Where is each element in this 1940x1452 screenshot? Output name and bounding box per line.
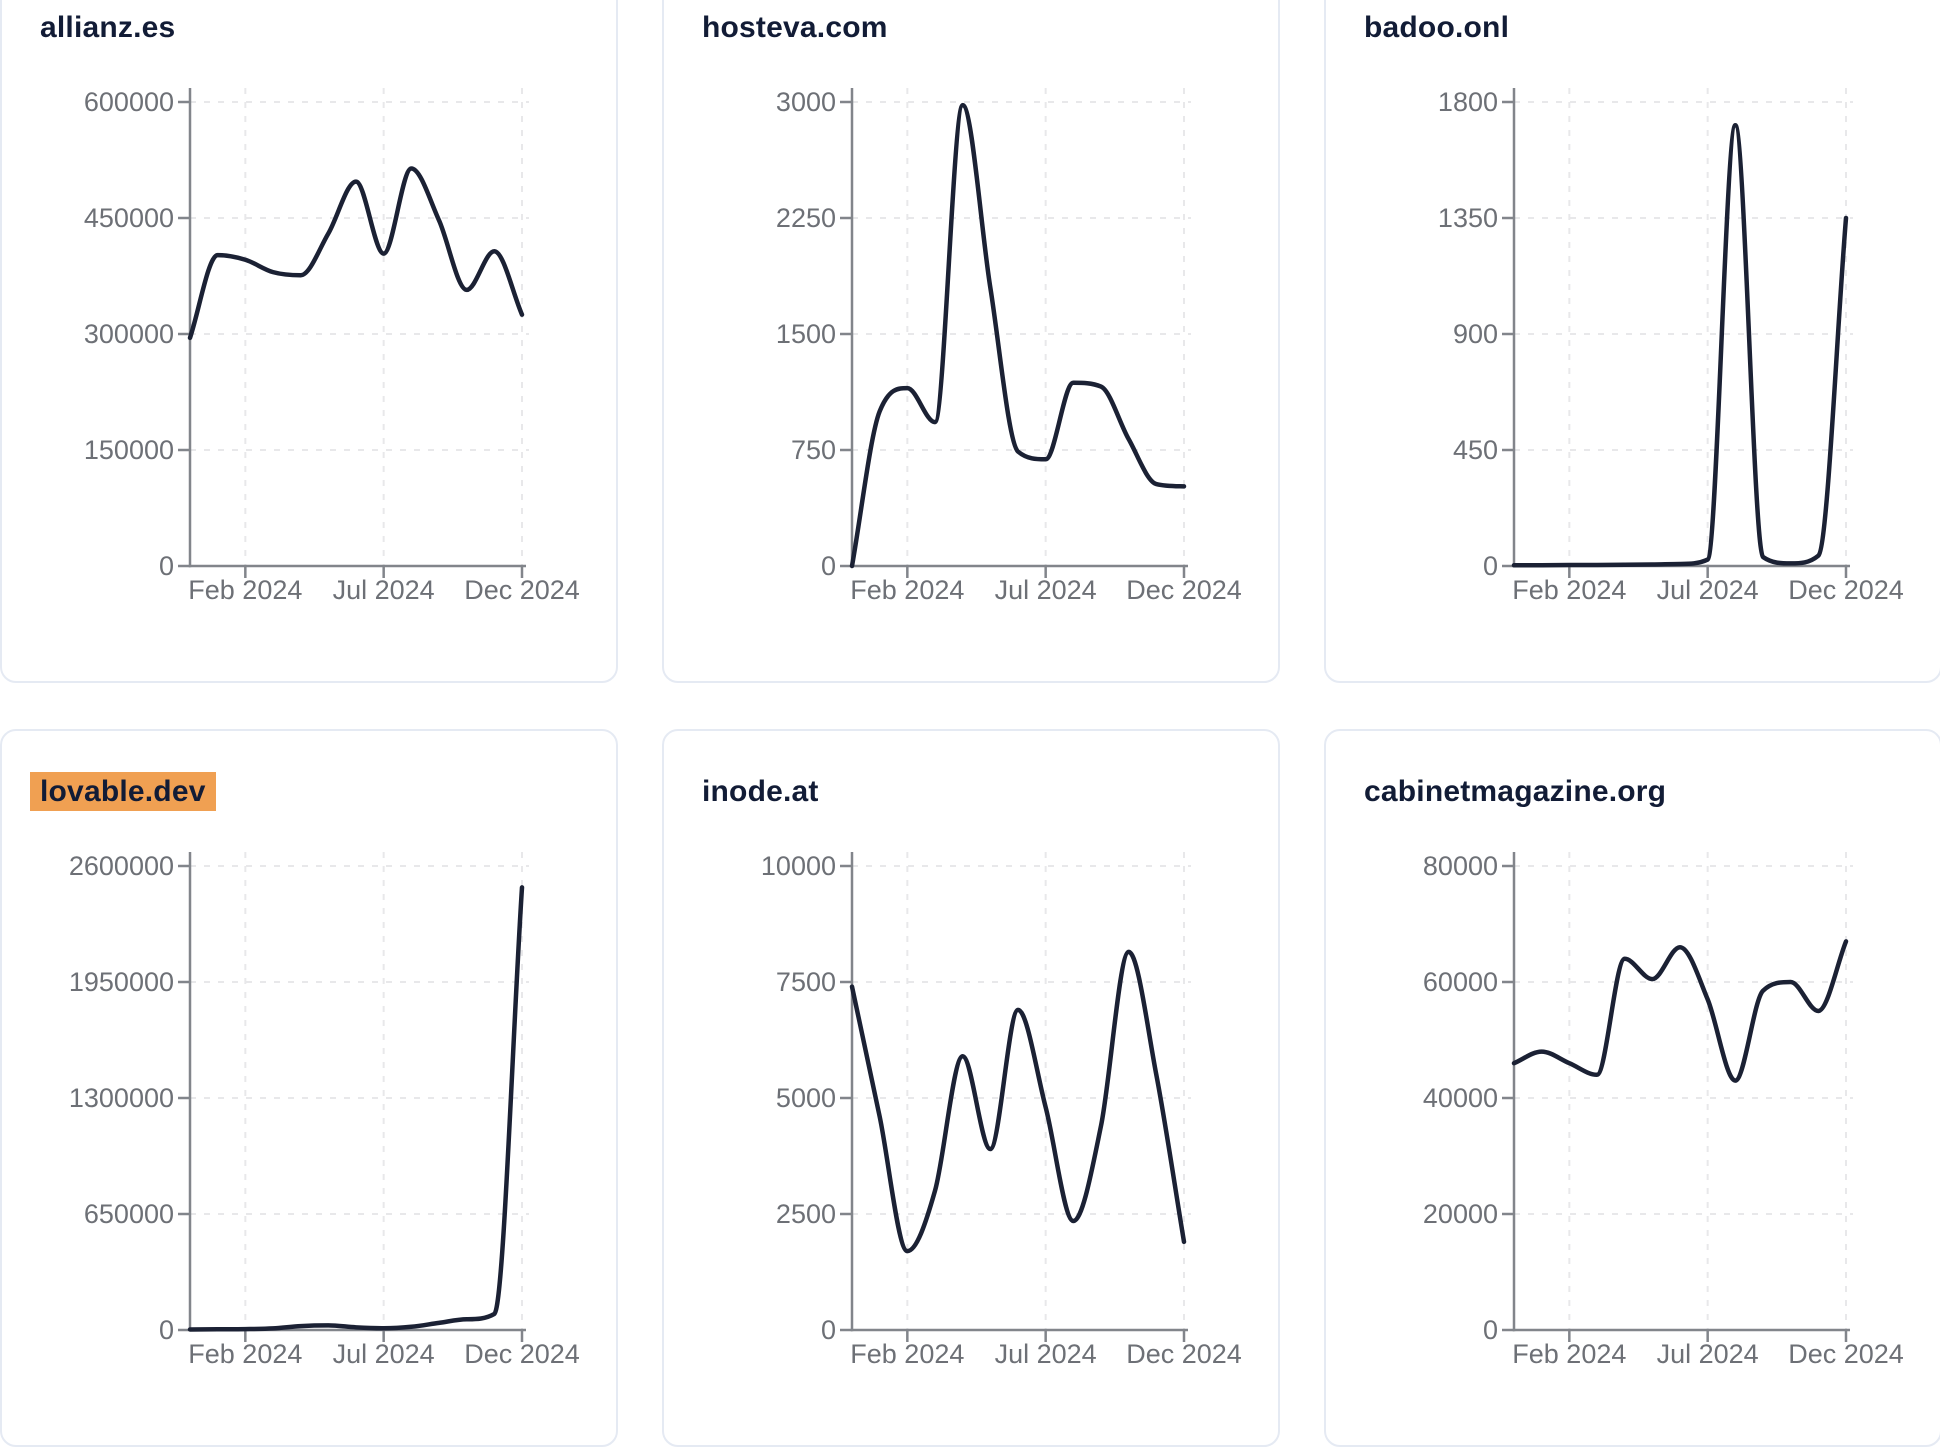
chart-title-text: cabinetmagazine.org bbox=[1364, 775, 1667, 808]
x-axis-tick-label: Jul 2024 bbox=[333, 575, 435, 605]
chart-title[interactable]: badoo.onl bbox=[1362, 9, 1519, 47]
x-axis-tick-label: Jul 2024 bbox=[333, 1339, 435, 1369]
chart-title[interactable]: cabinetmagazine.org bbox=[1362, 773, 1676, 811]
chart-title-text: badoo.onl bbox=[1364, 11, 1510, 44]
trend-line bbox=[187, 885, 525, 1332]
line-chart-allianz-es: 0 150000 300000 450000 600000 Feb 2024 Jul 202… bbox=[84, 87, 580, 605]
y-axis-tick-label: 2600000 bbox=[69, 851, 174, 881]
chart-title[interactable]: allianz.es bbox=[38, 9, 185, 47]
y-axis-tick-label: 5000 bbox=[776, 1083, 836, 1113]
chart-title-text: hosteva.com bbox=[702, 11, 888, 44]
chart-title[interactable]: inode.at bbox=[700, 773, 829, 811]
chart-title-text: inode.at bbox=[702, 775, 819, 808]
x-axis-tick-label: Dec 2024 bbox=[1126, 575, 1242, 605]
y-axis-tick-label: 60000 bbox=[1423, 967, 1498, 997]
y-axis-tick-label: 600000 bbox=[84, 87, 174, 117]
x-axis-tick-label: Dec 2024 bbox=[464, 1339, 580, 1369]
chart-card-lovable-dev: lovable.dev 0 650000 1300000 1950000 2600000… bbox=[0, 729, 618, 1447]
trend-line bbox=[187, 166, 525, 341]
y-axis-tick-label: 7500 bbox=[776, 967, 836, 997]
y-axis-tick-label: 0 bbox=[821, 551, 836, 581]
x-axis-tick-label: Jul 2024 bbox=[1657, 575, 1759, 605]
y-axis-tick-label: 900 bbox=[1453, 319, 1498, 349]
x-axis-tick-label: Feb 2024 bbox=[850, 575, 964, 605]
chart-card-cabinetmagazine-org: cabinetmagazine.org 0 20000 40000 60000 8000… bbox=[1324, 729, 1940, 1447]
trend-line bbox=[849, 102, 1187, 569]
chart-title[interactable]: lovable.dev bbox=[30, 772, 216, 811]
x-axis-tick-label: Feb 2024 bbox=[1512, 1339, 1626, 1369]
line-chart-badoo-onl: 0 450 900 1350 1800 Feb 2024 Jul 2024 Dec 2024 bbox=[1438, 87, 1904, 605]
trend-line bbox=[1511, 122, 1849, 568]
chart-title[interactable]: hosteva.com bbox=[700, 9, 898, 47]
y-axis-tick-label: 150000 bbox=[84, 435, 174, 465]
x-axis-tick-label: Jul 2024 bbox=[995, 575, 1097, 605]
y-axis-tick-label: 1300000 bbox=[69, 1083, 174, 1113]
x-axis-tick-label: Feb 2024 bbox=[1512, 575, 1626, 605]
y-axis-tick-label: 1500 bbox=[776, 319, 836, 349]
x-axis-tick-label: Dec 2024 bbox=[1788, 575, 1904, 605]
line-chart-cabinetmagazine-org: 0 20000 40000 60000 80000 Feb 2024 Jul 2024 Dec… bbox=[1423, 851, 1904, 1369]
x-axis-tick-label: Dec 2024 bbox=[1788, 1339, 1904, 1369]
x-axis-tick-label: Jul 2024 bbox=[995, 1339, 1097, 1369]
trend-line bbox=[1511, 939, 1849, 1083]
chart-title-text-highlighted: lovable.dev bbox=[30, 772, 216, 811]
y-axis-tick-label: 750 bbox=[791, 435, 836, 465]
line-chart-hosteva-com: 0 750 1500 2250 3000 Feb 2024 Jul 2024 Dec 2024 bbox=[776, 87, 1242, 605]
x-axis-tick-label: Feb 2024 bbox=[188, 575, 302, 605]
y-axis-tick-label: 0 bbox=[159, 1315, 174, 1345]
y-axis-tick-label: 20000 bbox=[1423, 1199, 1498, 1229]
y-axis-tick-label: 1800 bbox=[1438, 87, 1498, 117]
x-axis-tick-label: Dec 2024 bbox=[464, 575, 580, 605]
chart-card-inode-at: inode.at 0 2500 5000 7500 10000 Feb 2024 Jul 2… bbox=[662, 729, 1280, 1447]
chart-title-text: allianz.es bbox=[40, 11, 176, 44]
y-axis-tick-label: 2250 bbox=[776, 203, 836, 233]
y-axis-tick-label: 80000 bbox=[1423, 851, 1498, 881]
trend-line bbox=[849, 949, 1187, 1254]
y-axis-tick-label: 450 bbox=[1453, 435, 1498, 465]
x-axis-tick-label: Feb 2024 bbox=[850, 1339, 964, 1369]
chart-card-allianz-es: allianz.es 0 150000 300000 450000 600000 Feb … bbox=[0, 0, 618, 683]
y-axis-tick-label: 3000 bbox=[776, 87, 836, 117]
y-axis-tick-label: 0 bbox=[159, 551, 174, 581]
y-axis-tick-label: 2500 bbox=[776, 1199, 836, 1229]
chart-card-badoo-onl: badoo.onl 0 450 900 1350 1800 Feb 2024 Jul 202… bbox=[1324, 0, 1940, 683]
y-axis-tick-label: 40000 bbox=[1423, 1083, 1498, 1113]
chart-card-hosteva-com: hosteva.com 0 750 1500 2250 3000 Feb 2024 Jul … bbox=[662, 0, 1280, 683]
y-axis-tick-label: 0 bbox=[821, 1315, 836, 1345]
y-axis-tick-label: 10000 bbox=[761, 851, 836, 881]
line-chart-inode-at: 0 2500 5000 7500 10000 Feb 2024 Jul 2024 Dec 20… bbox=[761, 851, 1242, 1369]
y-axis-tick-label: 300000 bbox=[84, 319, 174, 349]
y-axis-tick-label: 0 bbox=[1483, 1315, 1498, 1345]
y-axis-tick-label: 450000 bbox=[84, 203, 174, 233]
x-axis-tick-label: Feb 2024 bbox=[188, 1339, 302, 1369]
y-axis-tick-label: 650000 bbox=[84, 1199, 174, 1229]
y-axis-tick-label: 1350 bbox=[1438, 203, 1498, 233]
line-chart-lovable-dev: 0 650000 1300000 1950000 2600000 Feb 2024 Jul … bbox=[69, 851, 580, 1369]
x-axis-tick-label: Dec 2024 bbox=[1126, 1339, 1242, 1369]
y-axis-tick-label: 1950000 bbox=[69, 967, 174, 997]
x-axis-tick-label: Jul 2024 bbox=[1657, 1339, 1759, 1369]
y-axis-tick-label: 0 bbox=[1483, 551, 1498, 581]
